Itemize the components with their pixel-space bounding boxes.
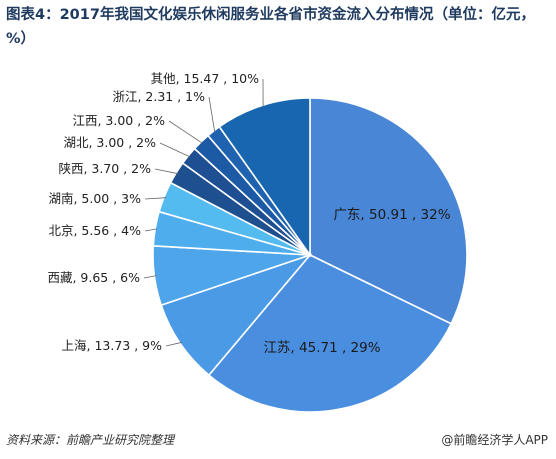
- leader-line-3: [165, 341, 182, 347]
- slice-label-9: 江西, 3.00 , 2%: [72, 113, 165, 128]
- leader-line-6: [144, 197, 167, 200]
- leader-line-4: [143, 275, 157, 279]
- leader-line-5: [144, 228, 158, 232]
- slice-label-7: 陕西, 3.70 , 2%: [58, 161, 151, 176]
- pie-slice-2: [207, 254, 453, 413]
- slice-label-8: 湖北, 3.00 , 2%: [63, 135, 156, 150]
- pie-slice-3: [160, 253, 313, 377]
- leader-line-10: [208, 96, 216, 133]
- leader-line-9: [168, 120, 203, 144]
- slice-label-4: 西藏, 9.65 , 6%: [47, 270, 140, 285]
- slice-label-6: 湖南, 5.00 , 3%: [48, 191, 141, 206]
- slice-label-11: 其他, 15.47 , 10%: [151, 71, 260, 86]
- pie-slice-1: [309, 97, 468, 325]
- pie-slice-11: [218, 97, 311, 258]
- leader-line-8: [159, 142, 191, 158]
- slice-label-2: 江苏, 45.71 , 29%: [263, 340, 380, 356]
- credit-note: @前瞻经济学人APP: [441, 433, 548, 447]
- slice-label-10: 浙江, 2.31 , 1%: [112, 89, 205, 104]
- slice-label-5: 北京, 5.56 , 4%: [48, 223, 141, 238]
- slice-label-3: 上海, 13.73 , 9%: [62, 338, 163, 353]
- slice-label-1: 广东, 50.91 , 32%: [333, 207, 450, 223]
- chart-title: 图表4：2017年我国文化娱乐休闲服务业各省市资金流入分布情况（单位：亿元，%）: [6, 7, 535, 47]
- leader-line-7: [154, 168, 179, 175]
- source-note: 资料来源：前瞻产业研究院整理: [6, 433, 175, 447]
